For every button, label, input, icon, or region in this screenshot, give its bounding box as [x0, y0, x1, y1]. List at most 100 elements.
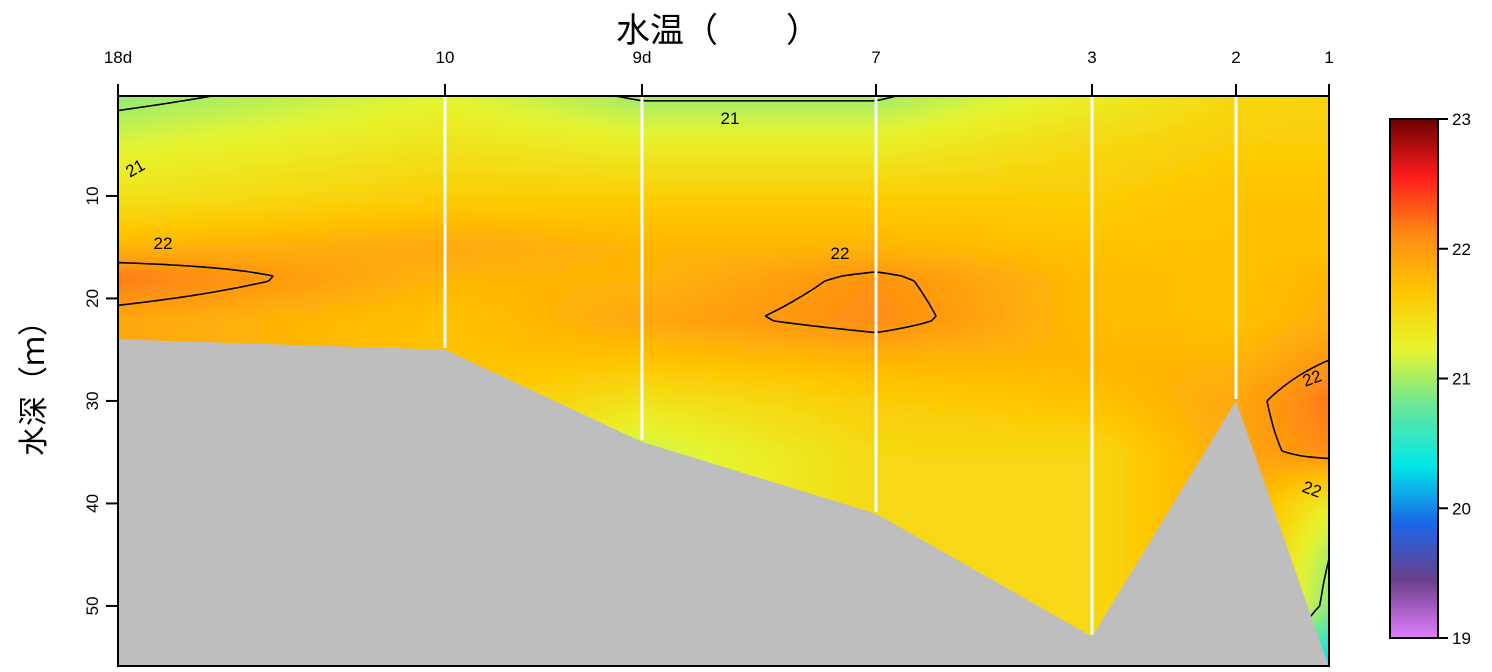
heat-cell — [799, 364, 811, 375]
heat-cell — [326, 334, 338, 345]
heat-cell — [612, 244, 624, 255]
heat-cell — [601, 304, 613, 315]
heat-cell — [909, 274, 921, 285]
heat-cell — [920, 364, 932, 375]
heat-cell — [601, 334, 613, 345]
heat-cell — [667, 214, 679, 225]
heat-cell — [458, 244, 470, 255]
heat-cell — [535, 134, 547, 145]
heat-cell — [139, 174, 151, 185]
heat-cell — [722, 214, 734, 225]
heat-cell — [634, 354, 646, 365]
heat-cell — [810, 414, 822, 425]
heat-cell — [227, 244, 239, 255]
heat-cell — [623, 224, 635, 235]
heat-cell — [755, 214, 767, 225]
heat-cell — [205, 274, 217, 285]
heat-cell — [172, 84, 184, 95]
heat-cell — [161, 214, 173, 225]
heat-cell — [623, 304, 635, 315]
heat-cell — [612, 84, 624, 95]
heat-cell — [854, 144, 866, 155]
heat-cell — [216, 204, 228, 215]
heat-cell — [623, 274, 635, 285]
heat-cell — [953, 384, 965, 395]
heat-cell — [568, 394, 580, 405]
heat-cell — [205, 104, 217, 115]
heat-cell — [689, 184, 701, 195]
heat-cell — [766, 444, 778, 455]
heat-cell — [689, 244, 701, 255]
heat-cell — [876, 144, 888, 155]
heat-cell — [546, 204, 558, 215]
heat-cell — [997, 384, 1009, 395]
heat-cell — [678, 334, 690, 345]
heat-cell — [887, 384, 899, 395]
heat-cell — [183, 204, 195, 215]
heat-cell — [337, 254, 349, 265]
heat-cell — [502, 96, 514, 105]
heat-cell — [876, 84, 888, 95]
heat-cell — [150, 204, 162, 215]
heat-cell — [898, 114, 910, 125]
heat-cell — [139, 204, 151, 215]
heat-cell — [964, 164, 976, 175]
heat-cell — [118, 224, 129, 235]
heat-cell — [502, 234, 514, 245]
heat-cell — [755, 164, 767, 175]
heat-cell — [788, 84, 800, 95]
heat-cell — [777, 104, 789, 115]
heat-cell — [315, 144, 327, 155]
heat-cell — [689, 354, 701, 365]
heat-cell — [546, 96, 558, 105]
heat-cell — [326, 134, 338, 145]
heat-cell — [810, 184, 822, 195]
heat-cell — [557, 174, 569, 185]
heat-cell — [986, 434, 998, 445]
heat-cell — [106, 314, 118, 325]
heat-cell — [843, 454, 855, 465]
heat-cell — [623, 244, 635, 255]
heat-cell — [381, 264, 393, 275]
heat-cell — [579, 224, 591, 235]
heat-cell — [788, 404, 800, 415]
heat-cell — [975, 294, 987, 305]
heat-cell — [953, 324, 965, 335]
heat-cell — [304, 124, 316, 135]
heat-cell — [689, 124, 701, 135]
heat-cell — [711, 114, 723, 125]
heat-cell — [458, 134, 470, 145]
heat-cell — [612, 424, 624, 435]
heat-cell — [997, 514, 1009, 525]
heat-cell — [480, 104, 492, 115]
heat-cell — [282, 294, 294, 305]
heat-cell — [832, 294, 844, 305]
heat-cell — [150, 174, 162, 185]
heat-cell — [359, 264, 371, 275]
heat-cell — [799, 254, 811, 265]
heat-cell — [568, 314, 580, 325]
heat-cell — [150, 84, 162, 95]
heat-cell — [304, 334, 316, 345]
heat-cell — [711, 234, 723, 245]
heat-cell — [766, 114, 778, 125]
heat-cell — [315, 264, 327, 275]
heat-cell — [480, 314, 492, 325]
heat-cell — [711, 344, 723, 355]
heat-cell — [634, 104, 646, 115]
heat-cell — [931, 234, 943, 245]
heat-cell — [953, 164, 965, 175]
heat-cell — [337, 294, 349, 305]
heat-cell — [821, 214, 833, 225]
heat-cell — [722, 304, 734, 315]
heat-cell — [447, 334, 459, 345]
heat-cell — [337, 274, 349, 285]
heat-cell — [326, 254, 338, 265]
heat-cell — [975, 96, 987, 105]
heat-cell — [546, 84, 558, 95]
heat-cell — [502, 194, 514, 205]
heat-cell — [513, 234, 525, 245]
heat-cell — [733, 414, 745, 425]
heat-cell — [293, 124, 305, 135]
heat-cell — [227, 214, 239, 225]
